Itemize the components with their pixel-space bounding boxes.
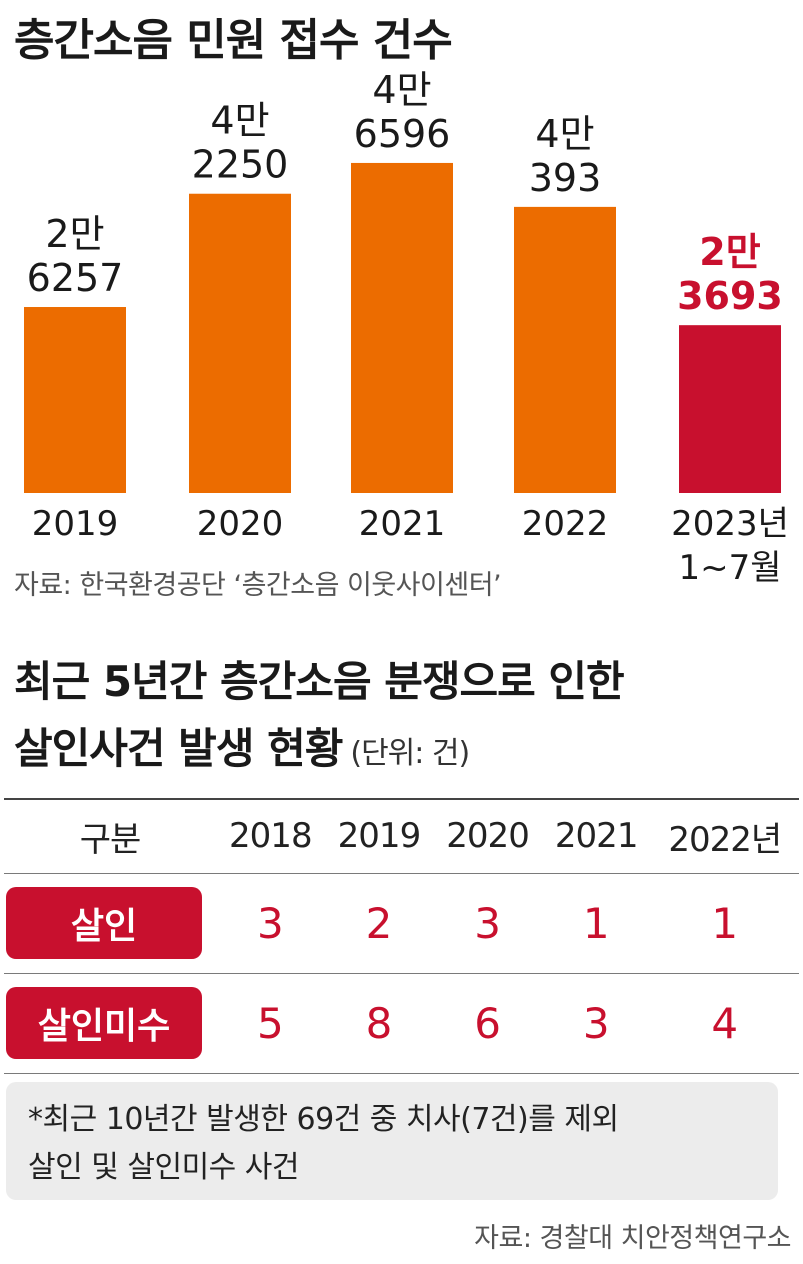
value-label-2019: 6257 [27,256,124,300]
murder-table: 구분 2018 2019 2020 2021 2022년 살인 3 2 3 1 … [4,798,799,1074]
table-title-line1: 최근 5년간 층간소음 분쟁으로 인한 [14,657,625,706]
category-label-2020: 2020 [197,504,284,544]
value-label-2022: 4만 [535,112,594,156]
bar-2023년 1~7월 [679,325,781,493]
value-label-2020: 4만 [210,99,269,143]
table-title-line2: 살인사건 발생 현황 (단위: 건) [14,715,470,776]
chart-title: 층간소음 민원 접수 건수 [14,15,453,66]
header-2022: 2022년 [668,819,782,860]
cell-murder-2018: 3 [256,898,284,948]
bar-2019 [24,307,126,493]
header-2019: 2019 [337,816,422,857]
row-label-attempted-murder: 살인미수 [6,987,202,1059]
table-title-line2-text: 살인사건 발생 현황 [14,724,343,773]
row-label-cell: 살인 [4,873,216,973]
cell-attempted-2021: 3 [582,998,610,1048]
row-label-murder: 살인 [6,887,202,959]
category-label-2023년 1~7월: 1~7월 [678,548,781,588]
category-label-2023년 1~7월: 2023년 [671,504,789,544]
header-2021: 2021 [554,816,639,857]
cell-murder-2020: 3 [474,898,501,948]
bar-2021 [351,162,453,493]
value-label-2021: 4만 [372,68,431,112]
bar-2020 [189,193,291,493]
bar-chart: 2만625720194만225020204만659620214만39320222… [24,68,789,588]
note-line1: *최근 10년간 발생한 69건 중 치사(7건)를 제외 [28,1102,619,1137]
chart-source: 자료: 한국환경공단 ‘층간소음 이웃사이센터’ [14,570,502,601]
value-label-2023년 1~7월: 2만 [699,230,760,274]
category-label-2019: 2019 [32,504,119,544]
cell-attempted-2018: 5 [256,998,284,1048]
table-row-attempted-murder: 살인미수 5 8 6 3 4 [4,973,799,1073]
header-category: 구분 [79,819,142,860]
table-note: *최근 10년간 발생한 69건 중 치사(7건)를 제외 살인 및 살인미수 … [6,1082,778,1200]
table-source: 자료: 경찰대 치안정책연구소 [474,1223,791,1254]
note-line2: 살인 및 살인미수 사건 [28,1150,300,1185]
table-header-row: 구분 2018 2019 2020 2021 2022년 [4,799,799,873]
table-row-murder: 살인 3 2 3 1 1 [4,873,799,973]
cell-murder-2022: 1 [711,898,739,948]
category-label-2022: 2022 [522,504,609,544]
cell-attempted-2022: 4 [711,998,739,1048]
cell-attempted-2020: 6 [474,998,501,1048]
cell-murder-2019: 2 [365,898,393,948]
value-label-2020: 2250 [192,143,289,187]
value-label-2019: 2만 [45,212,104,256]
header-2018: 2018 [229,816,313,857]
value-label-2021: 6596 [354,112,451,156]
category-label-2021: 2021 [359,504,446,544]
cell-attempted-2019: 8 [365,998,393,1048]
bar-2022 [514,206,616,493]
value-label-2023년 1~7월: 3693 [677,274,783,318]
row-label-cell: 살인미수 [4,973,216,1073]
value-label-2022: 393 [529,156,602,200]
header-2020: 2020 [446,816,530,857]
cell-murder-2021: 1 [582,898,610,948]
table-unit: (단위: 건) [350,736,470,771]
